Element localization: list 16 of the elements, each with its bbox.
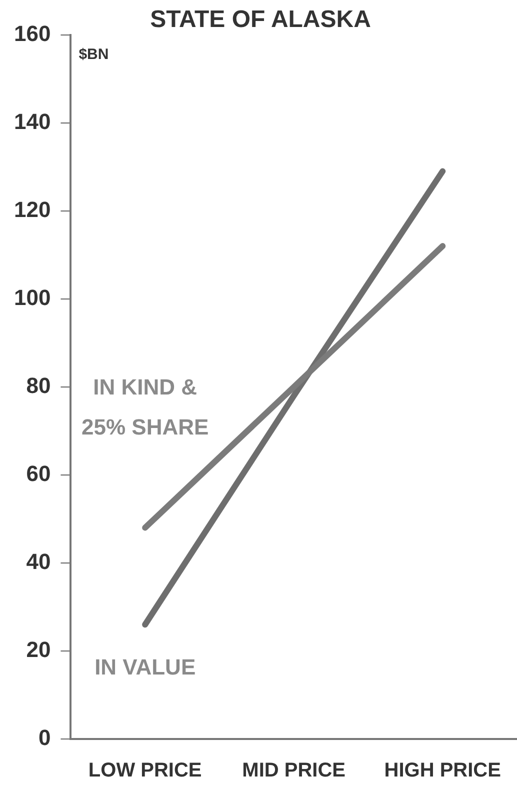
x-tick-label: MID PRICE	[242, 760, 346, 782]
y-tick-label: 140	[14, 108, 51, 134]
y-tick-label: 20	[26, 637, 51, 662]
series-label: IN VALUE	[94, 654, 196, 680]
y-tick-label: 100	[14, 284, 51, 310]
series-label: IN KIND & 25% SHARE	[82, 374, 209, 440]
y-tick-label: 40	[26, 549, 51, 574]
y-axis-title: $BN	[78, 46, 109, 63]
y-tick-label: 160	[14, 20, 51, 46]
y-tick-label: 60	[26, 460, 51, 486]
y-tick-label: 80	[26, 372, 51, 398]
y-tick-label: 0	[38, 725, 51, 750]
x-tick-label: LOW PRICE	[88, 760, 202, 782]
x-tick-label: HIGH PRICE	[384, 760, 501, 782]
y-tick-label: 120	[14, 196, 51, 222]
chart-title: STATE OF ALASKA	[150, 6, 371, 34]
